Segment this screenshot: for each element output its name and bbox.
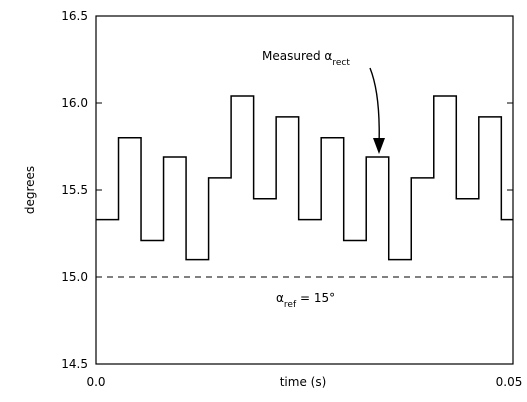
annotation-measured: Measured αrect: [262, 49, 350, 68]
annotation-arrow-head: [373, 138, 385, 154]
annotation-reference-main: α: [276, 291, 284, 305]
y-axis-label: degrees: [23, 166, 37, 214]
y-tick-label: 15.5: [61, 183, 88, 197]
annotation-reference: αref = 15°: [276, 291, 335, 310]
annotation-arrow-shaft: [369, 67, 380, 147]
y-axis-ticks: 14.5 15.0 15.5 16.0 16.5: [61, 9, 513, 371]
y-tick-label: 14.5: [61, 357, 88, 371]
plot-frame: [95, 15, 514, 365]
y-tick-label: 16.5: [61, 9, 88, 23]
y-tick-label: 16.0: [61, 96, 88, 110]
x-axis-label: time (s): [280, 375, 327, 389]
annotation-reference-sub: ref: [284, 300, 297, 310]
annotation-measured-sub: rect: [332, 58, 350, 68]
x-tick-label-end: 0.05: [496, 375, 523, 389]
y-tick-label: 15.0: [61, 270, 88, 284]
annotation-reference-tail: = 15°: [296, 291, 335, 305]
series-line: [96, 95, 513, 261]
annotation-measured-main: Measured α: [262, 49, 332, 63]
x-tick-label-start: 0.0: [86, 375, 105, 389]
